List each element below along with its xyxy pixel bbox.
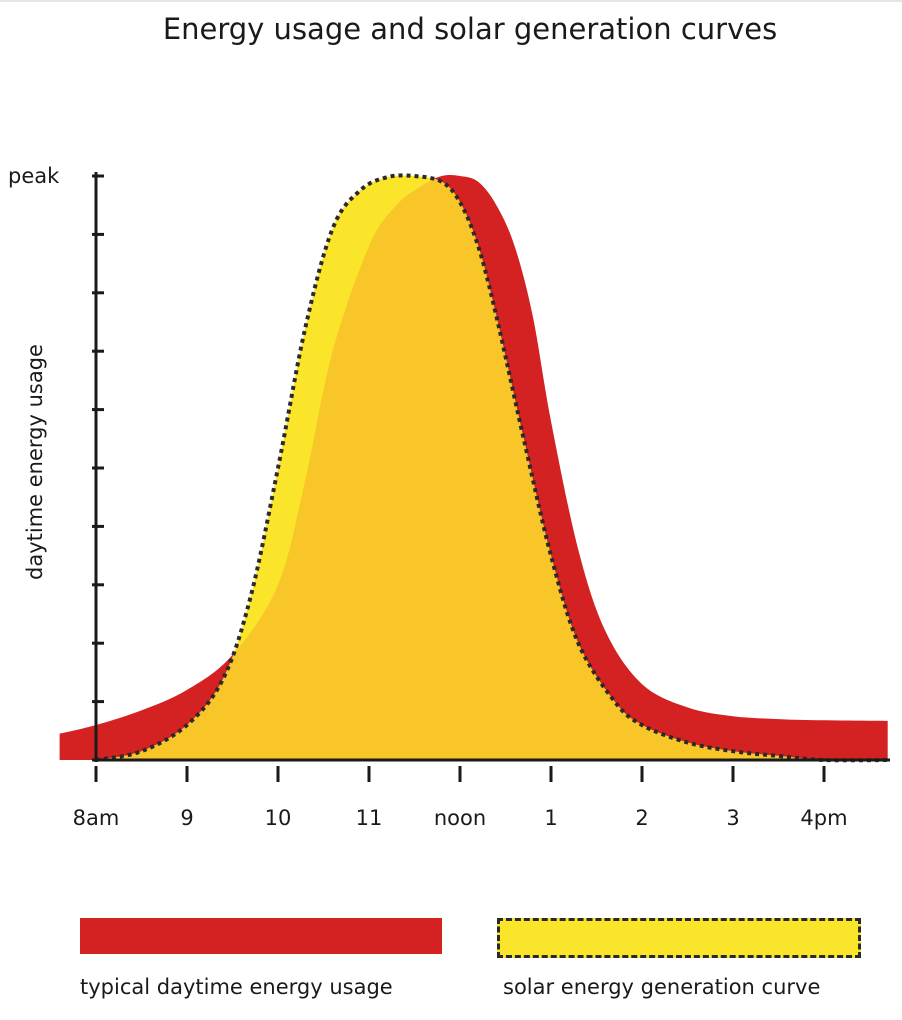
x-tick-label: 4pm	[800, 806, 847, 830]
legend-solar-label: solar energy generation curve	[503, 975, 821, 999]
legend-usage-swatch	[80, 918, 442, 954]
top-divider	[0, 0, 902, 2]
legend-solar-swatch	[497, 918, 861, 958]
x-tick-label: 3	[726, 806, 739, 830]
series-overlap-area	[96, 175, 888, 761]
legend-usage-label: typical daytime energy usage	[80, 975, 393, 999]
y-tick-label: peak	[8, 164, 60, 188]
x-tick-label: 1	[544, 806, 557, 830]
x-tick-label: 9	[180, 806, 193, 830]
chart-title: Energy usage and solar generation curves	[162, 12, 778, 46]
x-tick-label: 2	[635, 806, 648, 830]
x-tick-label: 8am	[73, 806, 120, 830]
x-tick-label: 11	[356, 806, 383, 830]
series-solar-outline	[95, 173, 888, 763]
y-axis-label: daytime energy usage	[23, 344, 47, 580]
x-tick-label: 10	[265, 806, 292, 830]
x-tick-label: noon	[434, 806, 486, 830]
